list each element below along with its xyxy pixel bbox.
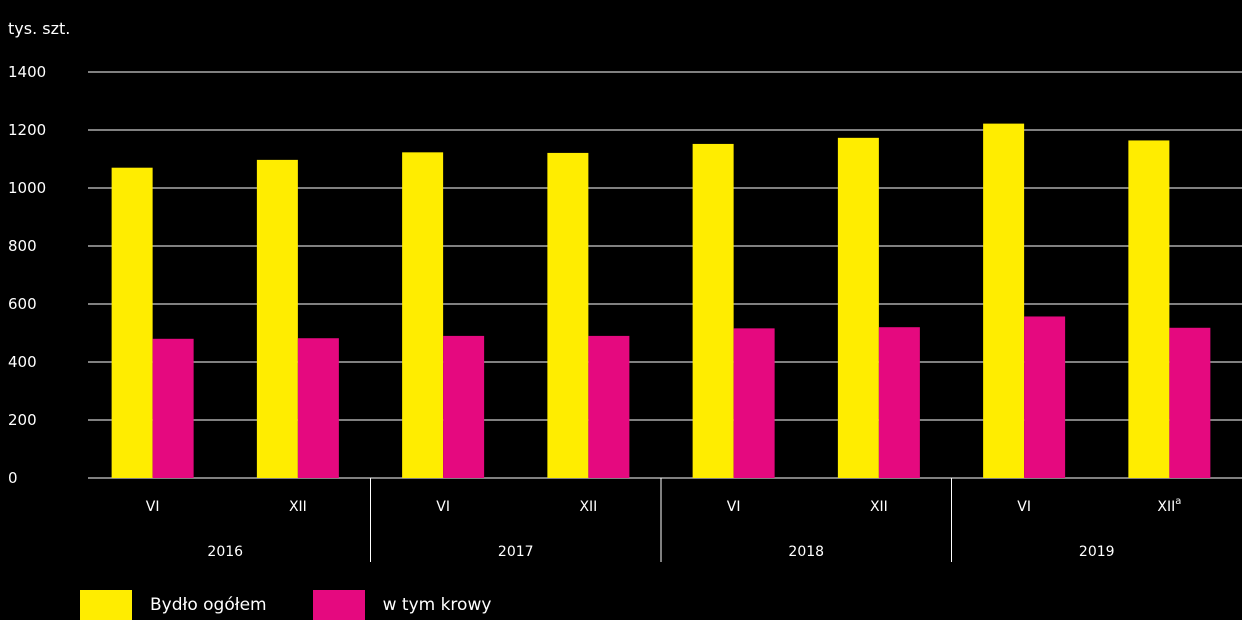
x-tick-label: VI (1017, 499, 1031, 515)
x-tick-labels: VI XII VI XII VI XII VI XIIa (146, 496, 1182, 515)
bar-bydlo (111, 167, 153, 478)
bar-krowy (443, 335, 485, 478)
x-tick-label: XII (289, 499, 307, 515)
bar-krowy (733, 328, 775, 478)
x-tick-label: VI (146, 499, 160, 515)
y-tick-label: 0 (8, 469, 18, 487)
bar-krowy (1024, 316, 1066, 478)
year-label: 2018 (788, 544, 824, 560)
year-label: 2017 (498, 544, 534, 560)
y-tick-label: 1400 (8, 63, 46, 81)
bar-krowy (297, 338, 339, 478)
bar-bydlo (256, 159, 298, 478)
legend-label-bydlo: Bydło ogółem (150, 595, 267, 615)
legend-swatch-krowy (312, 590, 365, 620)
bar-bydlo (983, 123, 1025, 479)
bar-krowy (588, 335, 630, 478)
x-tick-superscript: a (1175, 496, 1181, 507)
legend-item-bydlo: Bydło ogółem (80, 590, 267, 620)
y-tick-labels: 0 200 400 600 800 1000 1200 1400 (8, 63, 46, 487)
bars (111, 123, 1211, 479)
legend-label-krowy: w tym krowy (382, 595, 492, 615)
legend-swatch-bydlo (80, 590, 132, 620)
x-tick-label: XIIa (1157, 496, 1181, 515)
y-tick-label: 400 (8, 353, 37, 371)
year-group-labels: 2016 2017 2018 2019 (207, 544, 1114, 560)
year-label: 2019 (1079, 544, 1115, 560)
bar-krowy (152, 338, 194, 478)
bar-bydlo (837, 137, 879, 478)
year-label: 2016 (207, 544, 243, 560)
y-tick-label: 200 (8, 411, 37, 429)
legend-item-krowy: w tym krowy (312, 590, 492, 620)
y-axis-label: tys. szt. (8, 19, 70, 38)
y-tick-label: 600 (8, 295, 37, 313)
bar-krowy (1169, 327, 1211, 478)
x-tick-label: VI (436, 499, 450, 515)
bar-krowy (878, 327, 920, 478)
bar-chart: tys. szt. 0 200 400 600 800 1000 1200 1400 VI XI… (8, 19, 1242, 562)
bar-bydlo (402, 152, 444, 478)
y-tick-label: 1000 (8, 179, 46, 197)
bar-bydlo (1128, 140, 1170, 478)
y-tick-label: 800 (8, 237, 37, 255)
x-tick-label: XII (870, 499, 888, 515)
x-tick-label: VI (727, 499, 741, 515)
legend: Bydło ogółem w tym krowy (80, 590, 537, 620)
group-separators (370, 478, 952, 562)
x-tick-label: XII (579, 499, 597, 515)
bar-bydlo (692, 143, 734, 479)
bar-bydlo (547, 152, 589, 478)
y-tick-label: 1200 (8, 121, 46, 139)
